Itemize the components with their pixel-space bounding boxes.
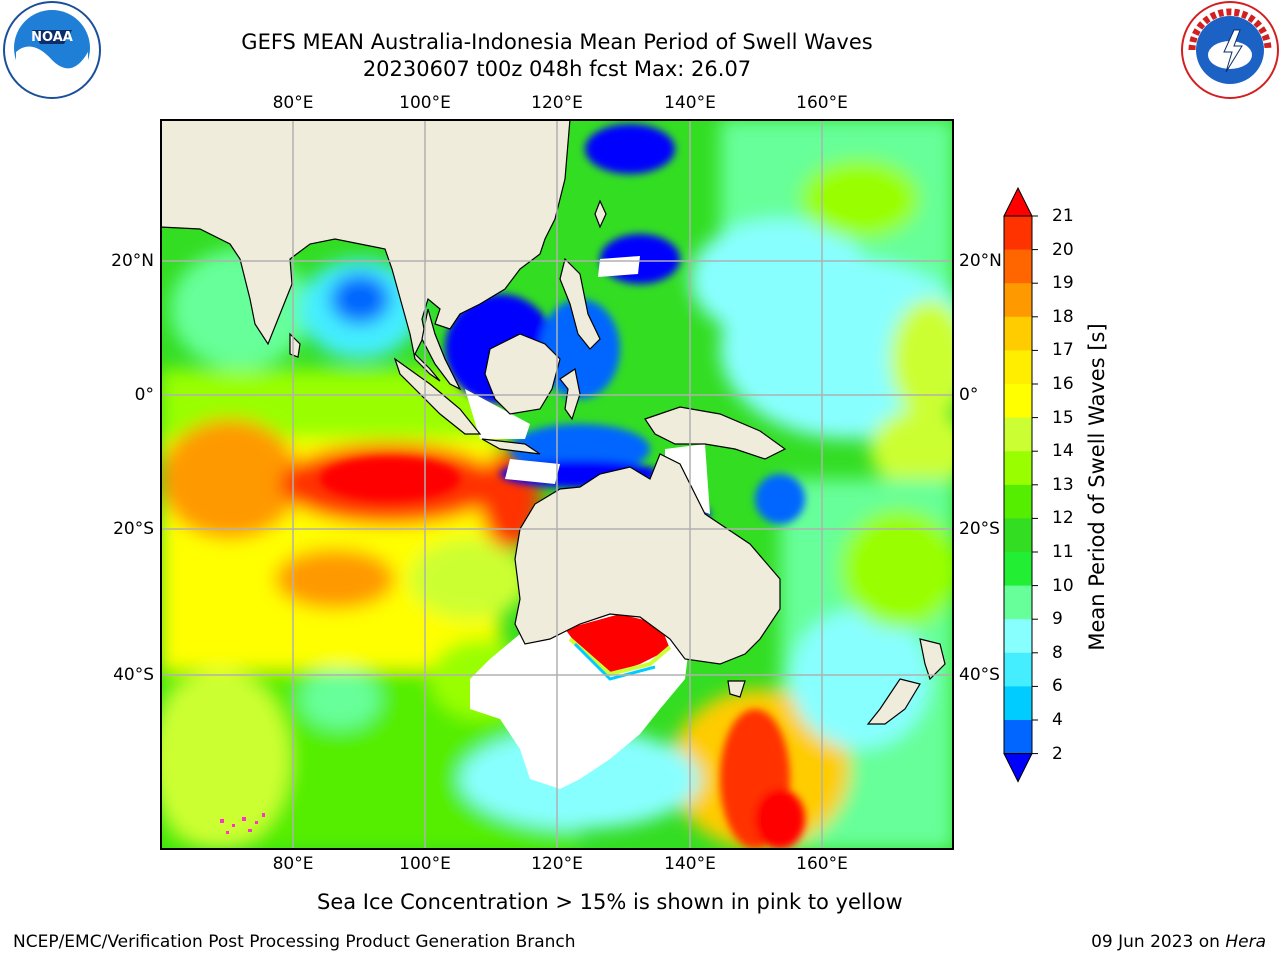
colorbar-band (1004, 619, 1032, 654)
lon-label-top: 100°E (399, 93, 451, 113)
lon-label-bottom: 100°E (399, 854, 451, 874)
colorbar-label: 9 (1052, 609, 1063, 630)
map-panel (160, 119, 954, 850)
colorbar (1003, 186, 1038, 783)
colorbar-band (1004, 552, 1032, 587)
lon-label-top: 80°E (272, 93, 314, 113)
colorbar-label: 11 (1052, 542, 1074, 562)
colorbar-label: 20 (1052, 239, 1074, 260)
colorbar-band (1004, 316, 1032, 351)
lon-label-top: 140°E (664, 93, 716, 113)
noaa-logo: NOAA (2, 0, 102, 104)
swell-period-field (160, 119, 954, 850)
colorbar-label: 15 (1052, 407, 1074, 428)
lon-label-bottom: 160°E (796, 854, 848, 874)
colorbar-band (1004, 652, 1032, 687)
lat-label-right: 0° (959, 385, 979, 405)
colorbar-label: 8 (1052, 642, 1063, 663)
colorbar-label: 21 (1052, 206, 1074, 226)
footer-date-text: 09 Jun 2023 on (1091, 932, 1226, 952)
lon-label-bottom: 140°E (664, 854, 716, 874)
sea-ice-specks (220, 813, 265, 834)
footer-machine: Hera (1225, 932, 1266, 952)
footer-date: 09 Jun 2023 on Hera (1091, 932, 1266, 952)
colorbar-label: 6 (1052, 676, 1063, 697)
lat-label-left: 20°S (113, 519, 154, 539)
colorbar-label: 10 (1052, 575, 1074, 596)
chart-title: GEFS MEAN Australia-Indonesia Mean Perio… (241, 30, 873, 54)
lat-label-right: 20°S (959, 519, 1000, 539)
lat-label-left: 40°S (113, 665, 154, 685)
lon-label-top: 160°E (796, 93, 848, 113)
land-masses (160, 119, 946, 725)
colorbar-band (1004, 518, 1032, 553)
colorbar-band (1004, 350, 1032, 385)
lon-label-bottom: 120°E (531, 854, 583, 874)
graticule (160, 119, 954, 850)
colorbar-band (1004, 283, 1032, 318)
colorbar-title: Mean Period of Swell Waves [s] (1085, 323, 1109, 651)
chart-subtitle: 20230607 t00z 048h fcst Max: 26.07 (362, 57, 752, 81)
colorbar-band (1004, 451, 1032, 486)
colorbar-label: 13 (1052, 474, 1074, 495)
colorbar-label: 14 (1052, 441, 1074, 462)
lat-label-left: 20°N (111, 251, 154, 271)
colorbar-label: 17 (1052, 340, 1074, 361)
australia-landmass (514, 453, 781, 665)
lat-label-left: 0° (134, 385, 154, 405)
colorbar-extend-top (1003, 186, 1033, 217)
colorbar-band (1004, 216, 1032, 251)
lat-label-right: 40°S (959, 665, 1000, 685)
nws-logo (1180, 0, 1280, 104)
lat-label-right: 20°N (959, 251, 1002, 271)
footer-credit: NCEP/EMC/Verification Post Processing Pr… (13, 932, 576, 952)
noaa-logo-text: NOAA (31, 30, 73, 45)
asia-landmass (160, 119, 571, 382)
colorbar-band (1004, 249, 1032, 284)
lon-label-top: 120°E (531, 93, 583, 113)
colorbar-band (1004, 585, 1032, 620)
borneo-landmass (484, 333, 561, 415)
colorbar-band (1004, 484, 1032, 519)
colorbar-label: 2 (1052, 743, 1063, 764)
colorbar-band (1004, 720, 1032, 755)
colorbar-extend-bottom (1003, 753, 1033, 783)
colorbar-label: 4 (1052, 710, 1063, 730)
sea-ice-caption: Sea Ice Concentration > 15% is shown in … (317, 890, 903, 914)
lon-label-bottom: 80°E (272, 854, 314, 874)
new-guinea-landmass (644, 406, 787, 460)
colorbar-band (1004, 686, 1032, 721)
colorbar-label: 16 (1052, 374, 1074, 394)
colorbar-label: 12 (1052, 508, 1074, 529)
colorbar-band (1004, 384, 1032, 419)
colorbar-label: 18 (1052, 306, 1074, 327)
colorbar-band (1004, 417, 1032, 452)
colorbar-label: 19 (1052, 273, 1074, 294)
